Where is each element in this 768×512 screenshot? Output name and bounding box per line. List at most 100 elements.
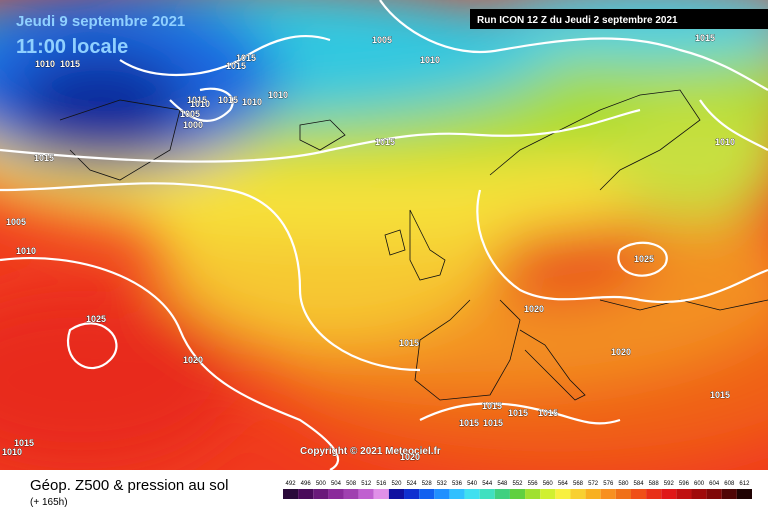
isobar-label: 1010 <box>190 99 210 109</box>
legend-tick: 592 <box>664 481 675 487</box>
legend-swatch <box>328 489 344 499</box>
legend-swatch <box>736 489 752 499</box>
legend-swatch <box>706 489 722 499</box>
isobar-label: 1015 <box>34 153 54 163</box>
legend-tick: 504 <box>331 481 342 487</box>
legend-swatch <box>676 489 692 499</box>
isobar-label: 1020 <box>611 347 631 357</box>
legend-swatch <box>358 489 374 499</box>
legend-swatch <box>434 489 450 499</box>
legend-tick: 564 <box>558 481 569 487</box>
legend-tick: 580 <box>618 481 629 487</box>
legend-tick: 496 <box>301 481 312 487</box>
isobar-label: 1010 <box>2 447 22 457</box>
legend-tick: 532 <box>437 481 448 487</box>
legend-swatch <box>494 489 510 499</box>
legend-swatch <box>283 489 299 499</box>
legend-tick: 508 <box>346 481 357 487</box>
legend-tick: 524 <box>407 481 418 487</box>
legend-swatch <box>646 489 662 499</box>
isobar-label: 1005 <box>6 217 26 227</box>
field <box>0 0 768 470</box>
legend-tick: 492 <box>286 481 297 487</box>
isobars <box>0 0 768 470</box>
legend-tick: 548 <box>497 481 508 487</box>
legend-swatch <box>464 489 480 499</box>
legend-swatch <box>630 489 647 499</box>
isobar-label: 1010 <box>715 137 735 147</box>
footer-title: Géop. Z500 & pression au sol <box>30 477 228 494</box>
legend-tick: 556 <box>528 481 539 487</box>
legend-swatch <box>615 489 631 499</box>
isobar-label: 1010 <box>420 55 440 65</box>
isobar-label: 1025 <box>86 314 106 324</box>
legend-tick: 512 <box>361 481 372 487</box>
isobar-label: 1010 <box>242 97 262 107</box>
isobar-label: 1020 <box>400 452 420 462</box>
legend-tick: 544 <box>482 481 493 487</box>
legend-swatch <box>525 489 541 499</box>
legend-swatch <box>388 489 405 499</box>
isobar-label: 1015 <box>226 61 246 71</box>
isobar-label: 1010 <box>35 59 55 69</box>
isobar-label: 1020 <box>524 304 544 314</box>
legend-swatch <box>419 489 435 499</box>
isobar-label: 1015 <box>483 418 503 428</box>
isobar-label: 1015 <box>695 33 715 43</box>
isobar-label: 1015 <box>710 390 730 400</box>
legend-swatch <box>404 489 420 499</box>
run: Run ICON 12 Z du Jeudi 2 septembre 2021 <box>477 15 678 26</box>
legend-tick: 516 <box>376 481 387 487</box>
isobar-label: 1015 <box>538 408 558 418</box>
isobar-label: 1015 <box>459 418 479 428</box>
run-box <box>470 9 768 29</box>
legend-tick: 540 <box>467 481 478 487</box>
isobar-label: 1010 <box>16 246 36 256</box>
legend-tick: 572 <box>588 481 599 487</box>
time: 11:00 locale <box>16 36 128 58</box>
isobar-label: 1015 <box>187 95 207 105</box>
legend-tick: 536 <box>452 481 463 487</box>
isobar-label: 1015 <box>375 137 395 147</box>
legend-tick: 520 <box>391 481 402 487</box>
legend-swatch <box>313 489 329 499</box>
isobar-label: 1010 <box>268 90 288 100</box>
legend-tick: 552 <box>512 481 523 487</box>
legend-tick: 528 <box>422 481 433 487</box>
copyright: Copyright © 2021 Meteociel.fr <box>300 446 441 457</box>
isobar-label: 1015 <box>218 95 238 105</box>
legend-swatch <box>298 489 314 499</box>
legend-swatch <box>509 489 526 499</box>
legend-tick: 588 <box>649 481 660 487</box>
legend-swatch <box>555 489 571 499</box>
legend-tick: 576 <box>603 481 614 487</box>
legend-swatch <box>661 489 677 499</box>
legend-tick: 568 <box>573 481 584 487</box>
footer-lead: (+ 165h) <box>30 497 68 508</box>
legend-tick: 500 <box>316 481 327 487</box>
legend-swatch <box>570 489 586 499</box>
date: Jeudi 9 septembre 2021 <box>16 13 185 30</box>
legend-swatch <box>479 489 495 499</box>
isobar-label: 1000 <box>183 120 203 130</box>
isobar-label: 1020 <box>183 355 203 365</box>
legend-swatch <box>343 489 359 499</box>
legend-swatch <box>585 489 601 499</box>
legend-swatch <box>449 489 465 499</box>
legend-swatch <box>691 489 707 499</box>
isobar-label: 1015 <box>482 401 502 411</box>
legend-swatch <box>540 489 556 499</box>
legend-tick: 596 <box>679 481 690 487</box>
isobar-label: 1015 <box>14 438 34 448</box>
isobar-label: 1015 <box>60 59 80 69</box>
legend-tick: 612 <box>739 481 750 487</box>
isobar-label: 1015 <box>508 408 528 418</box>
legend-tick: 560 <box>543 481 554 487</box>
isobar-label: 1015 <box>236 53 256 63</box>
legend-tick: 608 <box>724 481 735 487</box>
legend-swatch <box>721 489 737 499</box>
isobar-label: 1005 <box>180 109 200 119</box>
isobar-label: 1005 <box>372 35 392 45</box>
legend-swatch <box>373 489 389 499</box>
